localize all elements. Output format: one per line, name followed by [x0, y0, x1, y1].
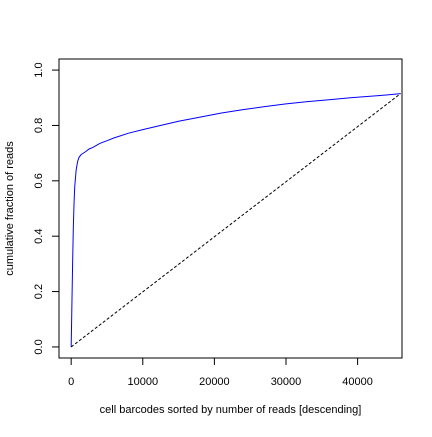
- series-line-2: [70, 93, 401, 348]
- y-tick-label: 0.4: [33, 229, 45, 244]
- x-axis: 0 10000 20000 30000 40000: [68, 358, 373, 388]
- y-tick-label: 0.2: [33, 284, 45, 299]
- y-tick-label: 1.0: [33, 62, 45, 77]
- series-line-1: [70, 93, 401, 347]
- x-tick-label: 0: [68, 376, 74, 388]
- series-layer: [70, 93, 401, 348]
- x-tick-label: 10000: [127, 376, 158, 388]
- x-tick-label: 20000: [199, 376, 230, 388]
- y-axis-title: cumulative fraction of reads: [4, 141, 16, 276]
- x-axis-title: cell barcodes sorted by number of reads …: [100, 404, 362, 416]
- y-axis: 0.0 0.2 0.4 0.6 0.8 1.0: [33, 62, 59, 355]
- x-tick-label: 40000: [342, 376, 373, 388]
- y-tick-label: 0.0: [33, 339, 45, 354]
- x-tick-label: 30000: [271, 376, 302, 388]
- y-tick-label: 0.8: [33, 118, 45, 133]
- plot-frame: [58, 58, 403, 359]
- y-tick-label: 0.6: [33, 173, 45, 188]
